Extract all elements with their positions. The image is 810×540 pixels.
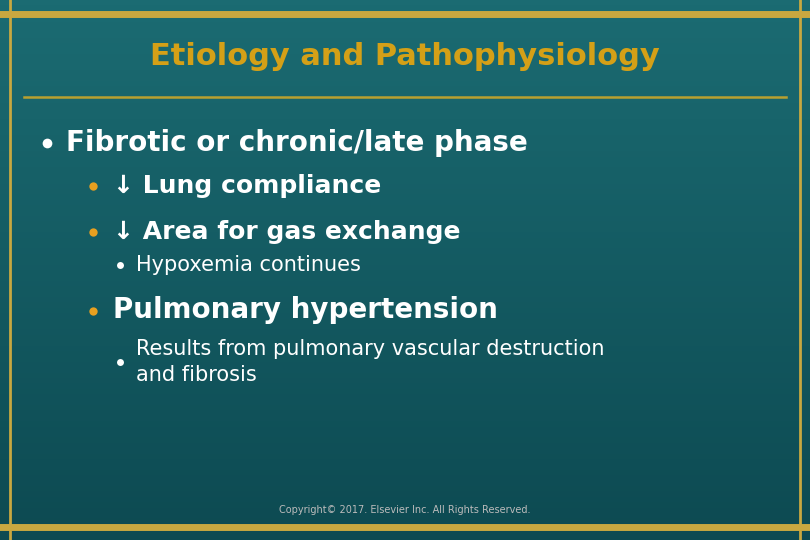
Text: Copyright© 2017. Elsevier Inc. All Rights Reserved.: Copyright© 2017. Elsevier Inc. All Right… xyxy=(279,505,531,515)
Text: ↓ Area for gas exchange: ↓ Area for gas exchange xyxy=(113,220,461,244)
Text: Fibrotic or chronic/late phase: Fibrotic or chronic/late phase xyxy=(66,129,528,157)
Text: ↓ Lung compliance: ↓ Lung compliance xyxy=(113,174,382,198)
Text: Pulmonary hypertension: Pulmonary hypertension xyxy=(113,296,498,325)
Text: Etiology and Pathophysiology: Etiology and Pathophysiology xyxy=(150,42,660,71)
Text: Hypoxemia continues: Hypoxemia continues xyxy=(136,254,361,275)
Text: Results from pulmonary vascular destruction
and fibrosis: Results from pulmonary vascular destruct… xyxy=(136,339,604,385)
